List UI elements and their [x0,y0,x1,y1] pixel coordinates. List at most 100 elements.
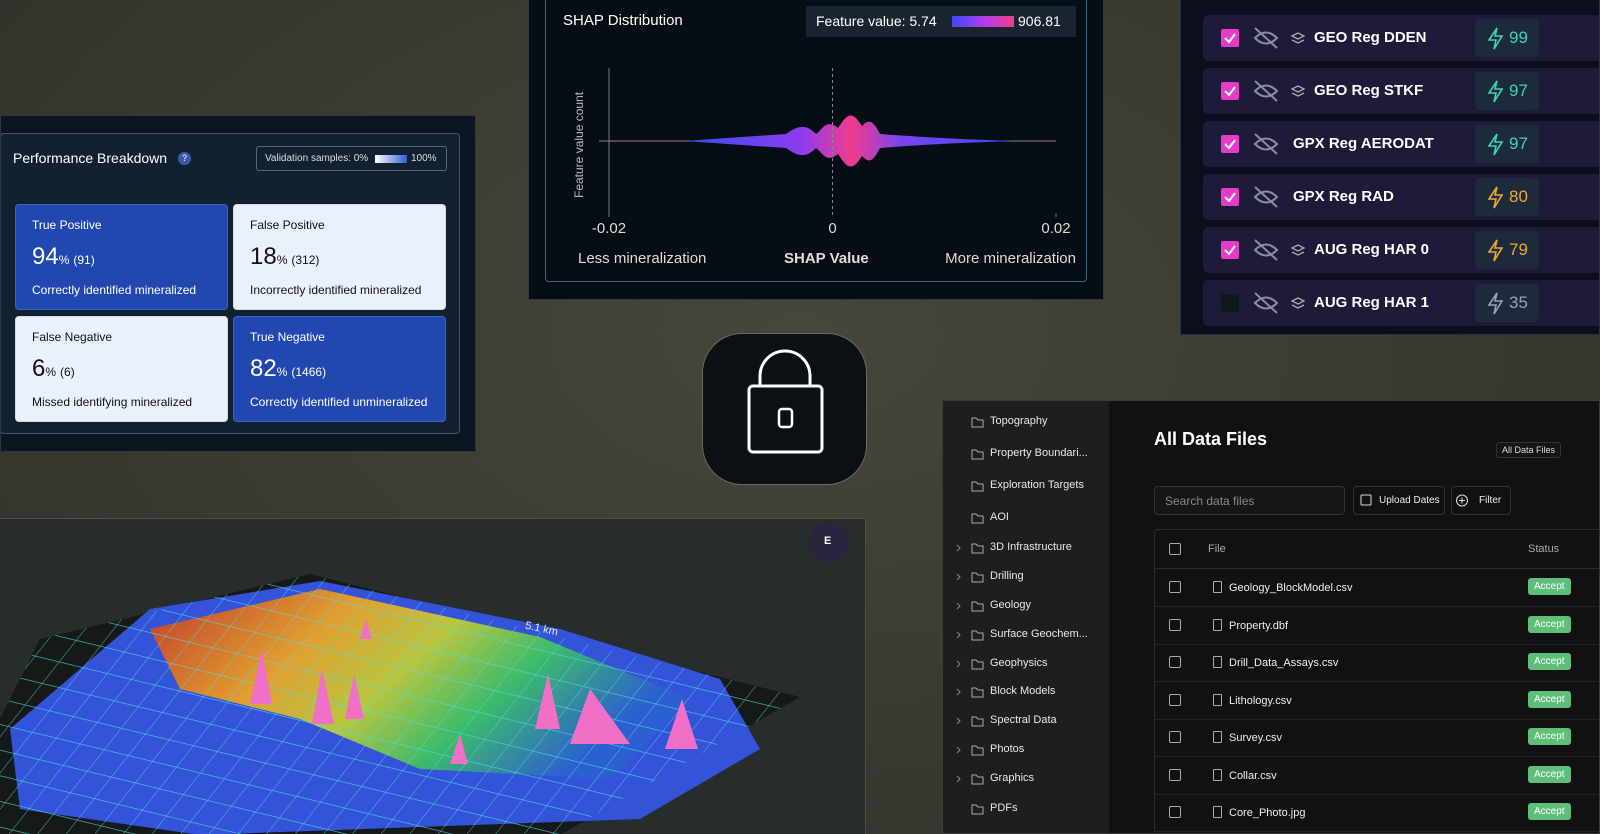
performance-card: Performance Breakdown ? Validation sampl… [1,133,460,434]
folder-item[interactable]: Photos [943,740,1109,760]
folder-item[interactable]: Topography [943,412,1109,432]
legend-max: 906.81 [1018,13,1061,29]
map-grid [0,574,800,834]
layer-checkbox[interactable] [1221,294,1239,312]
metric-caption: Missed identifying mineralized [32,395,193,409]
chevron [956,573,961,581]
folder-name: Photos [990,743,1025,755]
folder-icon [956,774,984,785]
file-row[interactable]: Core_Photo.jpg Accept [1155,795,1599,832]
folder-icon [971,417,984,428]
metric-card: True Positive 94% (91) Correctly identified… [15,204,228,310]
folder-item[interactable]: AOI [943,508,1109,528]
row-checkbox [1169,806,1181,818]
layer-checkbox[interactable] [1221,135,1239,153]
folder-item[interactable]: 3D Infrastructure [943,538,1109,558]
metric-percent: 94 [32,243,59,270]
files-panel: Topography Property Boundari... Exploratio… [942,400,1600,834]
layer-row[interactable]: GPX Reg RAD 80 [1203,174,1599,220]
metric-unit: % [45,365,57,379]
layer-name: GEO Reg STKF [1314,82,1424,99]
filter-button[interactable]: Filter [1451,486,1511,515]
eye-off [1253,239,1279,261]
layer-row[interactable]: GPX Reg AERODAT 97 [1203,121,1599,167]
folder-icon [956,659,984,670]
chevron [956,717,961,725]
layer-checkbox[interactable] [1221,241,1239,259]
folder-item[interactable]: Graphics [943,769,1109,789]
file-name: Property.dbf [1229,619,1289,632]
folder-name: Geology [990,599,1031,611]
folder-item[interactable]: Geophysics [943,654,1109,674]
folder [971,774,984,785]
folder [971,716,984,727]
metric-unit: % [276,253,288,267]
chevron [956,746,961,754]
folder-item[interactable]: Geology [943,596,1109,616]
file-name: Drill_Data_Assays.csv [1229,657,1339,669]
score: 99 [1509,28,1528,47]
bolt-icon [1487,80,1504,103]
layer-checkbox[interactable] [1221,82,1239,100]
upload-dates-button[interactable]: Upload Dates [1353,486,1445,515]
file-icon [1213,618,1222,631]
folder [971,449,984,460]
layer-checkbox[interactable] [1221,188,1239,206]
layer-row[interactable]: AUG Reg HAR 1 35 [1203,280,1599,326]
folder-item[interactable]: Drilling [943,567,1109,587]
folder-item[interactable]: Property Boundari... [943,444,1109,464]
search-input[interactable]: Search data files [1154,486,1345,515]
layer-name: AUG Reg HAR 1 [1314,294,1430,311]
file-row[interactable]: Lithology.csv Accept [1155,683,1599,720]
x-tick-label: 0.02 [1041,220,1071,237]
file-row[interactable]: Collar.csv Accept [1155,758,1599,795]
folder-icon [971,481,984,492]
eye-off [1253,292,1279,314]
chevron [956,688,961,696]
status-badge: Accept [1528,578,1571,595]
left-label: Less mineralization [578,250,707,267]
file-row[interactable]: Property.dbf Accept [1155,608,1599,645]
folder-item[interactable]: PDFs [943,799,1109,819]
file-name: Collar.csv [1229,769,1277,782]
badge[interactable]: All Data Files [1496,442,1562,458]
layer-row[interactable]: GEO Reg STKF 97 [1203,68,1599,114]
layer-checkbox[interactable] [1221,29,1239,47]
eye-off [1253,133,1279,155]
shap-panel: SHAP Distribution Feature value: 5.74 90… [528,0,1104,300]
folder-icon [956,630,984,641]
button-icons [1360,494,1468,507]
folder-item[interactable]: Surface Geochem... [943,625,1109,645]
metric-percent: 6 [32,355,46,382]
layer-row[interactable]: AUG Reg HAR 0 79 [1203,227,1599,273]
layer-icons [1253,292,1306,314]
folder-item[interactable]: Exploration Targets [943,476,1109,496]
file-icon [1213,731,1222,743]
folder-item[interactable]: Block Models [943,682,1109,702]
heading: All Data Files [1154,429,1268,449]
file-icon [1213,581,1222,593]
map-panel[interactable]: 5.1 km E [0,518,866,834]
bolt-icon [1487,239,1504,262]
lock-button[interactable] [702,333,867,485]
chevron [956,544,961,552]
folder-item[interactable]: Spectral Data [943,711,1109,731]
folder [971,630,984,641]
bolt [1487,27,1504,50]
folder-icon [956,745,984,756]
file-row[interactable]: Geology_BlockModel.csv Accept [1155,570,1599,607]
layer-row[interactable]: GEO Reg DDEN 99 [1203,15,1599,61]
row-checkbox [1169,618,1181,631]
file-row[interactable]: Survey.csv Accept [1155,720,1599,757]
score-box: 35 [1475,284,1539,322]
eye-off [1253,186,1279,208]
violin [686,115,1016,167]
check [1224,192,1236,203]
folder-name: Graphics [990,772,1035,784]
bolt-icon [1487,27,1504,50]
metric-card: False Negative 6% (6) Missed identifying mi… [15,316,228,422]
help-icon[interactable]: ? [178,152,191,165]
compass[interactable] [809,522,849,562]
file-row[interactable]: Drill_Data_Assays.csv Accept [1155,645,1599,682]
